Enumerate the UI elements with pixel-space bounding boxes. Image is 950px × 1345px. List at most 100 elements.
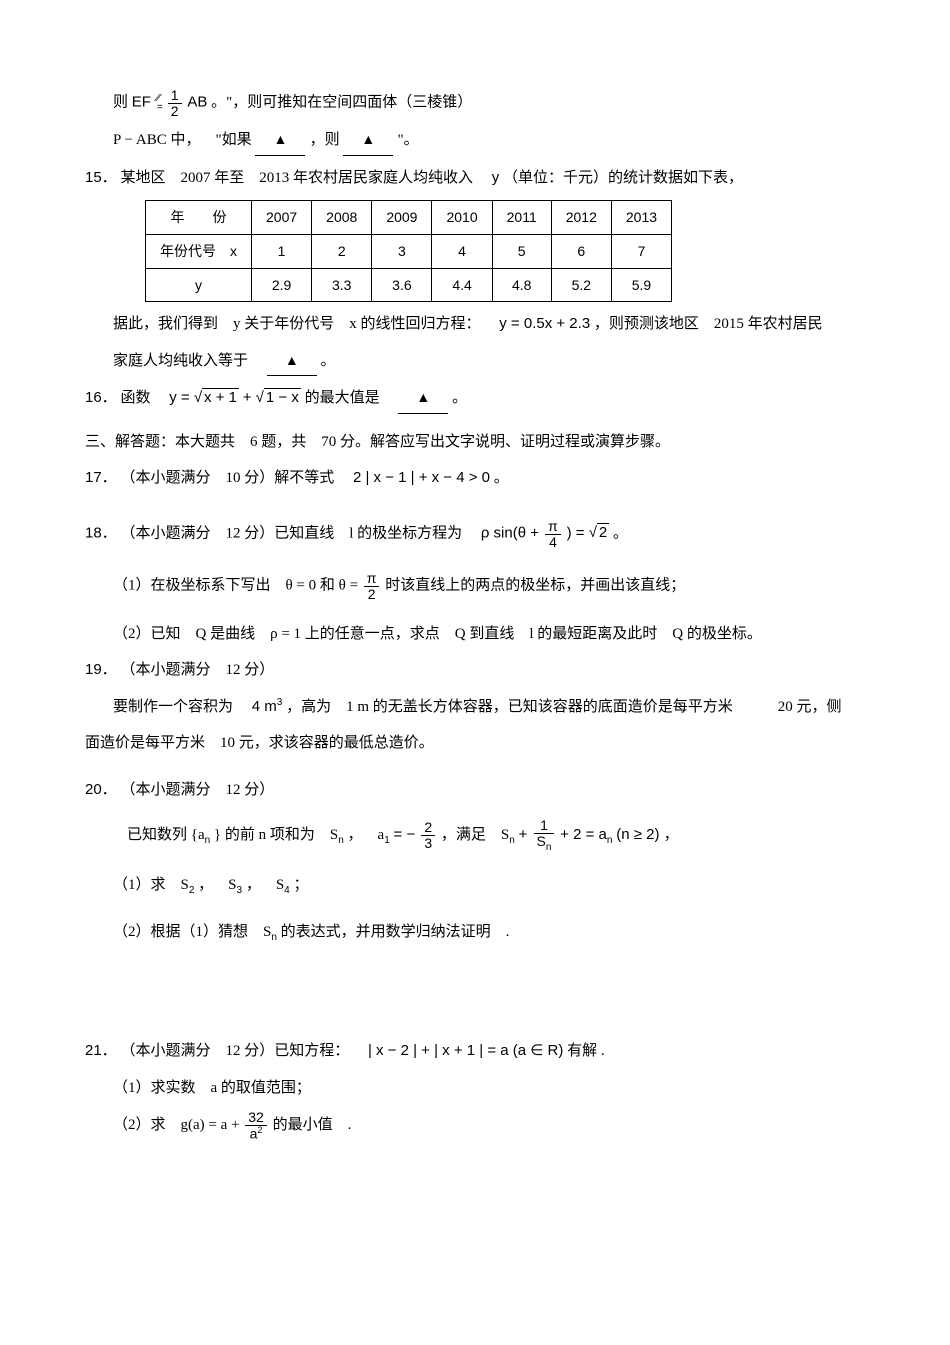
q17: 17． （本小题满分 10 分）解不等式 2 | x − 1 | + x − 4…: [85, 464, 865, 493]
cell: 3.6: [372, 268, 432, 302]
text: (n ≥ 2) ，: [616, 826, 678, 843]
fraction: π 4: [545, 519, 561, 549]
text: （1）在极坐标系下写出 θ = 0 和 θ =: [113, 578, 362, 594]
q20-p1: （1）求 S2 ， S3 ， S4 ；: [85, 871, 865, 900]
cell: 5: [492, 234, 551, 268]
cell: 7: [611, 234, 671, 268]
table-row: 年 份 2007 2008 2009 2010 2011 2012 2013: [146, 201, 672, 235]
sub: 1: [384, 835, 390, 846]
cell: 2: [312, 234, 372, 268]
q19-l2: 面造价是每平方米 10 元，求该容器的最低总造价。: [85, 729, 865, 758]
cell: 6: [551, 234, 611, 268]
fraction: 2 3: [421, 820, 435, 850]
text: 家庭人均纯收入等于: [113, 353, 263, 369]
qnum: 18．: [85, 524, 117, 541]
blank: [255, 126, 305, 156]
text: 的最小值 .: [273, 1117, 352, 1133]
q18-p1: （1）在极坐标系下写出 θ = 0 和 θ = π 2 时该直线上的两点的极坐标…: [85, 571, 865, 601]
cell: y: [146, 268, 252, 302]
sqrt-icon: 2: [589, 519, 610, 548]
cell: 4.4: [432, 268, 492, 302]
text: 则: [113, 95, 132, 111]
qnum: 17．: [85, 469, 117, 486]
text: ， S: [198, 877, 236, 893]
text: + 2 = a: [560, 826, 607, 843]
q14-line1: 则 EF ⁄⁄=⁄⁄ 1 2 AB 。"，则可推知在空间四面体（三棱锥）: [85, 88, 865, 118]
text: （单位：千元）的统计数据如下表，: [503, 170, 743, 186]
text: （本小题满分 12 分）已知直线 l 的极坐标方程为: [120, 525, 477, 541]
text: 。"，则可推知在空间四面体（三棱锥）: [211, 95, 472, 111]
section3-heading: 三、解答题：本大题共 6 题，共 70 分。解答应写出文字说明、证明过程或演算步…: [85, 428, 865, 457]
sub: 2: [189, 885, 195, 896]
text: 的最大值是: [305, 390, 395, 406]
cell: 2009: [372, 201, 432, 235]
sub: 3: [237, 885, 243, 896]
eq: ) =: [567, 524, 589, 541]
text: ，高为 1 m 的无盖长方体容器，已知该容器的底面造价是每平方米 20 元，侧: [286, 699, 841, 715]
fraction: π 2: [364, 571, 380, 601]
text: 。: [494, 470, 509, 486]
text: 。: [613, 525, 628, 541]
text: （本小题满分 12 分）: [120, 662, 274, 678]
cell: 5.9: [611, 268, 671, 302]
text: 要制作一个容积为: [113, 699, 248, 715]
sub: n: [607, 835, 613, 846]
cell: 2012: [551, 201, 611, 235]
parallel-equal-icon: ⁄⁄=⁄⁄: [157, 96, 160, 111]
equation: | x − 2 | + | x + 1 | = a (a ∈ R): [368, 1042, 563, 1059]
eq: = −: [394, 826, 420, 843]
q18: 18． （本小题满分 12 分）已知直线 l 的极坐标方程为 ρ sin(θ +…: [85, 519, 865, 549]
q15-line2: 据此，我们得到 y 关于年份代号 x 的线性回归方程： y = 0.5x + 2…: [85, 310, 865, 339]
sub: n: [509, 835, 515, 846]
sqrt-icon: x + 1: [194, 384, 239, 413]
text: （2）求 g(a) = a +: [113, 1117, 243, 1133]
q15-table: 年 份 2007 2008 2009 2010 2011 2012 2013 年…: [145, 200, 672, 302]
cell: 2010: [432, 201, 492, 235]
text: ，则: [310, 132, 344, 148]
q19-l1: 要制作一个容积为 4 m3 ，高为 1 m 的无盖长方体容器，已知该容器的底面造…: [85, 693, 865, 722]
text: P − ABC 中， "如果: [113, 132, 255, 148]
text: 的表达式，并用数学归纳法证明 .: [281, 924, 510, 940]
qnum: 20．: [85, 781, 117, 798]
q21: 21． （本小题满分 12 分）已知方程： | x − 2 | + | x + …: [85, 1037, 865, 1066]
cell: 2007: [252, 201, 312, 235]
text: 据此，我们得到 y 关于年份代号 x 的线性回归方程：: [113, 316, 496, 332]
text: （本小题满分 12 分）已知方程：: [120, 1043, 364, 1059]
text: ；: [293, 877, 308, 893]
text: 。: [321, 353, 336, 369]
cell: 5.2: [551, 268, 611, 302]
q15-line3: 家庭人均纯收入等于 。: [85, 347, 865, 377]
cell: 2008: [312, 201, 372, 235]
table-row: 年份代号 x 1 2 3 4 5 6 7: [146, 234, 672, 268]
var-y: y: [492, 169, 500, 186]
text: （1）求 S: [113, 877, 189, 893]
equation: 2 | x − 1 | + x − 4 > 0: [353, 469, 490, 486]
cell: 2011: [492, 201, 551, 235]
q21-p2: （2）求 g(a) = a + 32 a2 的最小值 .: [85, 1110, 865, 1141]
blank: [398, 384, 448, 414]
q18-p2: （2）已知 Q 是曲线 ρ = 1 上的任意一点，求点 Q 到直线 l 的最短距…: [85, 620, 865, 649]
fraction: 32 a2: [245, 1110, 267, 1141]
q20-l1: 已知数列 {an } 的前 n 项和为 Sn ， a1 = − 2 3 ，满足 …: [85, 818, 865, 853]
q15-line1: 15． 某地区 2007 年至 2013 年农村居民家庭人均纯收入 y （单位：…: [85, 164, 865, 193]
qnum: 19．: [85, 661, 117, 678]
text: 时该直线上的两点的极坐标，并画出该直线；: [385, 578, 685, 594]
text: （本小题满分 12 分）: [120, 782, 274, 798]
q14-line2: P − ABC 中， "如果 ，则 "。: [85, 126, 865, 156]
fraction: 1 2: [168, 88, 182, 118]
text: 函数: [120, 390, 165, 406]
qnum: 16．: [85, 389, 117, 406]
blank: [267, 347, 317, 377]
sub: 4: [284, 885, 290, 896]
sub: n: [205, 835, 211, 846]
qnum: 15．: [85, 169, 117, 186]
cell: 年份代号 x: [146, 234, 252, 268]
cell: 3.3: [312, 268, 372, 302]
text: ， a: [348, 827, 385, 843]
text: ，则预测该地区 2015 年农村居民: [594, 316, 823, 332]
cell: 2013: [611, 201, 671, 235]
q16: 16． 函数 y = x + 1 + 1 − x 的最大值是 。: [85, 384, 865, 414]
sup: 3: [277, 697, 283, 708]
cell: 2.9: [252, 268, 312, 302]
cell: 年 份: [146, 201, 252, 235]
